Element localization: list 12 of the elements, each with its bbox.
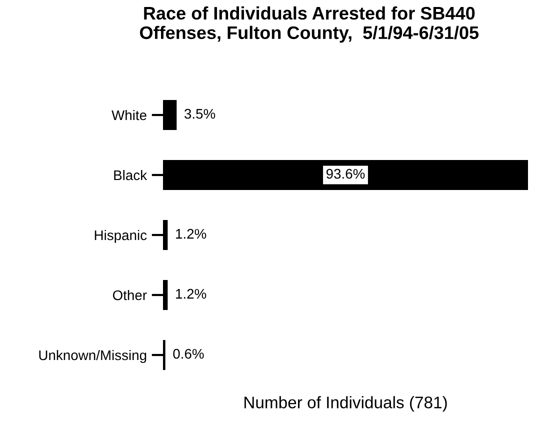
x-axis-title: Number of Individuals (781) <box>244 396 447 412</box>
data-label: 3.5% <box>184 108 216 119</box>
y-tick-label: Other <box>112 290 147 300</box>
data-label: 1.2% <box>176 228 206 239</box>
data-label: 0.6% <box>173 348 204 359</box>
y-tick-label: Hispanic <box>94 230 147 243</box>
data-label: 93.6% <box>326 168 365 179</box>
data-label: 1.2% <box>176 288 206 299</box>
chart-title: Race of Individuals Arrested for SB440 Offenses, Fulton County, 5/1/94-6/31/05 <box>140 6 479 43</box>
y-tick-label: Unknown/Missing <box>39 350 146 363</box>
y-tick-label: Black <box>114 170 148 180</box>
y-tick-label: White <box>112 110 146 120</box>
